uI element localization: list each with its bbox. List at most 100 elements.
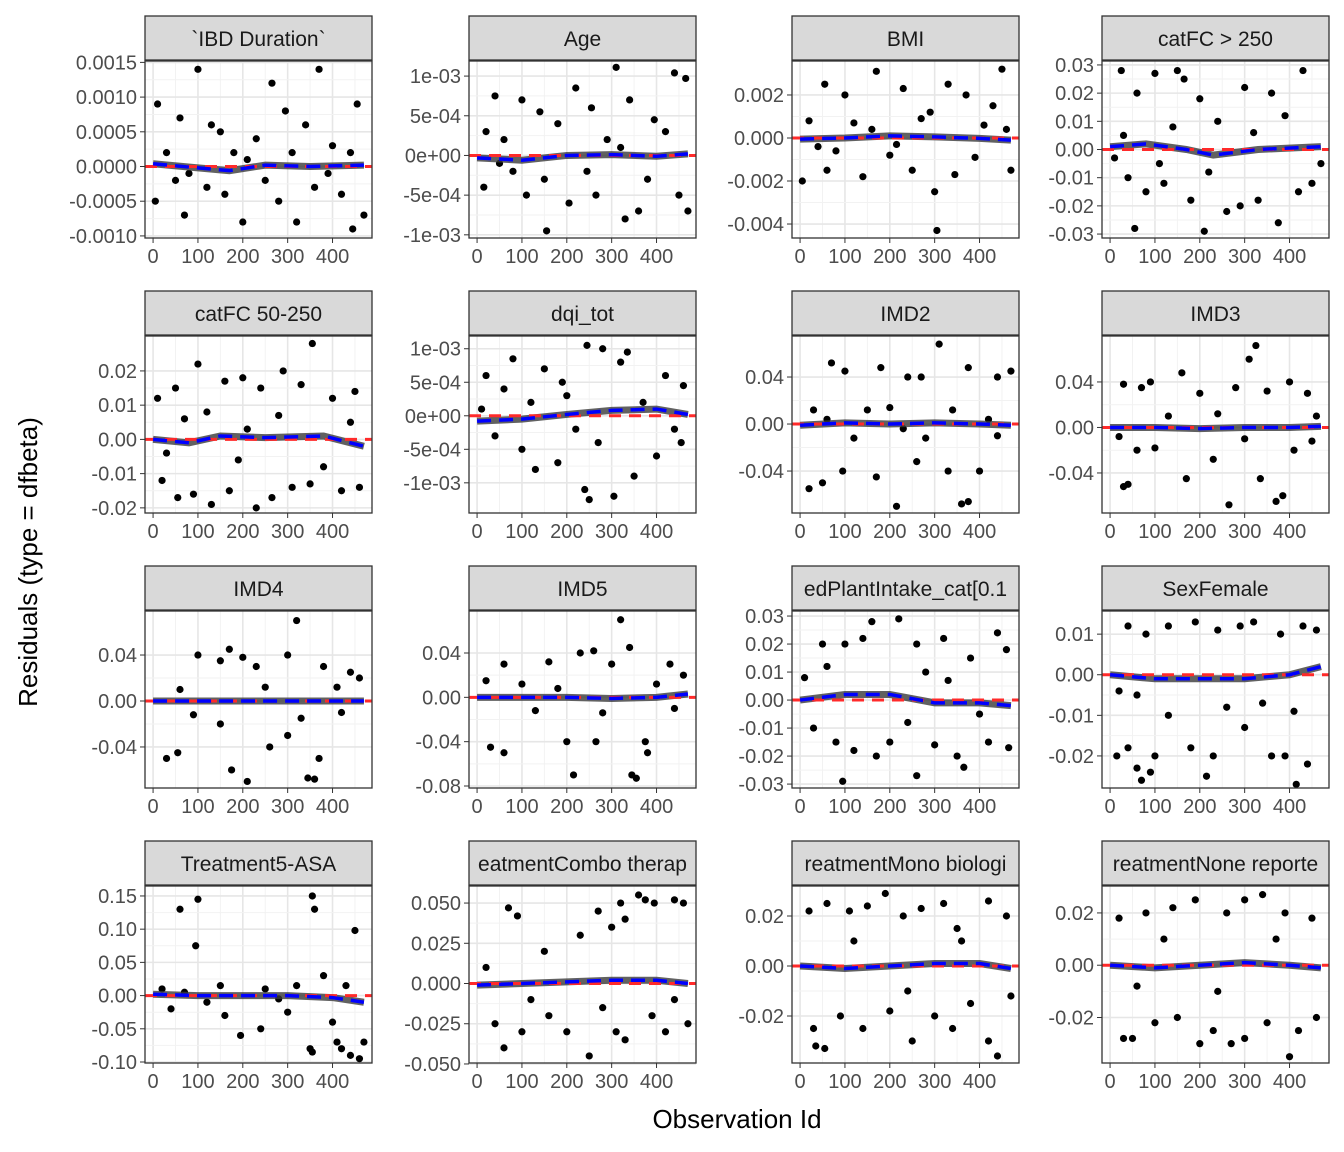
data-point bbox=[949, 406, 957, 414]
data-point bbox=[643, 175, 652, 183]
data-point bbox=[608, 923, 616, 931]
plot-area bbox=[145, 892, 372, 1063]
data-point bbox=[632, 774, 640, 782]
data-point bbox=[863, 406, 871, 414]
data-point bbox=[531, 465, 539, 474]
data-point bbox=[585, 495, 593, 504]
data-point bbox=[1007, 992, 1015, 1000]
data-point bbox=[1200, 227, 1208, 235]
data-point bbox=[308, 339, 316, 348]
data-point bbox=[1250, 618, 1258, 626]
x-tick-label: 400 bbox=[640, 1071, 673, 1093]
data-point bbox=[805, 117, 813, 125]
data-point bbox=[328, 142, 337, 150]
y-tick-label: -0.02 bbox=[1048, 746, 1094, 768]
data-point bbox=[841, 91, 849, 99]
data-point bbox=[904, 373, 912, 381]
data-point bbox=[333, 1038, 341, 1046]
data-point bbox=[1223, 703, 1231, 711]
plot-area bbox=[469, 616, 696, 782]
x-tick-label: 200 bbox=[1183, 796, 1216, 818]
data-point bbox=[221, 1011, 229, 1020]
facet-strip bbox=[791, 840, 1020, 886]
data-point bbox=[850, 746, 858, 755]
x-tick-label: 400 bbox=[963, 796, 996, 818]
data-point bbox=[679, 899, 688, 907]
data-point bbox=[266, 743, 274, 751]
smooth-line bbox=[1109, 142, 1322, 157]
x-tick-label: 100 bbox=[505, 246, 538, 268]
x-tick-label: 200 bbox=[550, 796, 583, 818]
data-point bbox=[1267, 89, 1276, 97]
data-point bbox=[931, 741, 939, 749]
data-point bbox=[230, 149, 238, 157]
panel-border bbox=[468, 885, 697, 1064]
x-tick-label: 200 bbox=[1183, 521, 1216, 543]
data-point bbox=[1281, 752, 1289, 760]
y-tick-label: 0.00 bbox=[422, 687, 461, 709]
data-point bbox=[1182, 475, 1190, 483]
data-point bbox=[319, 662, 328, 671]
data-point bbox=[1155, 159, 1164, 168]
y-tick-label: -1e-03 bbox=[403, 225, 461, 247]
data-point bbox=[617, 358, 625, 366]
data-point bbox=[288, 149, 296, 157]
data-point bbox=[641, 738, 649, 746]
panel-border bbox=[144, 335, 373, 514]
data-point bbox=[892, 140, 901, 149]
data-point bbox=[308, 1048, 316, 1056]
data-point bbox=[310, 183, 319, 191]
data-point bbox=[926, 108, 934, 116]
data-point bbox=[486, 743, 495, 751]
data-point bbox=[545, 1012, 553, 1020]
data-point bbox=[261, 176, 269, 184]
data-point bbox=[587, 104, 596, 112]
data-point bbox=[594, 907, 602, 915]
data-point bbox=[167, 1005, 175, 1013]
data-point bbox=[482, 963, 490, 972]
data-point bbox=[1214, 987, 1222, 995]
data-point bbox=[964, 364, 972, 372]
facet-strip bbox=[1101, 15, 1330, 61]
data-point bbox=[174, 749, 182, 757]
data-point bbox=[355, 1055, 364, 1063]
data-point bbox=[623, 348, 631, 356]
data-point bbox=[1169, 123, 1177, 131]
data-point bbox=[1276, 630, 1285, 638]
smooth-line bbox=[153, 992, 365, 1004]
data-point bbox=[675, 191, 683, 199]
x-tick-label: 200 bbox=[550, 246, 583, 268]
y-tick-label: 1e-03 bbox=[410, 66, 461, 88]
data-point bbox=[554, 684, 562, 693]
data-point bbox=[554, 120, 562, 128]
x-tick-label: 100 bbox=[1138, 521, 1171, 543]
data-point bbox=[207, 500, 215, 509]
data-point bbox=[863, 902, 871, 910]
data-point bbox=[1115, 432, 1123, 441]
data-point bbox=[630, 472, 638, 480]
data-point bbox=[518, 680, 526, 688]
x-tick-label: 400 bbox=[316, 796, 349, 818]
data-point bbox=[337, 487, 346, 495]
data-point bbox=[176, 114, 184, 122]
data-point bbox=[1142, 630, 1150, 638]
data-point bbox=[944, 676, 952, 685]
data-point bbox=[162, 149, 171, 157]
y-tick-label: 0.04 bbox=[1055, 372, 1094, 394]
x-tick-label: 200 bbox=[873, 521, 906, 543]
data-point bbox=[599, 709, 607, 717]
facet-strip bbox=[468, 15, 697, 61]
y-tick-label: 0.00 bbox=[1055, 417, 1094, 439]
x-tick-label: 0 bbox=[472, 1071, 483, 1093]
x-tick-label: 300 bbox=[918, 246, 951, 268]
panel-border bbox=[791, 885, 1020, 1064]
smooth-line bbox=[152, 434, 365, 448]
data-point bbox=[886, 403, 894, 412]
panel-border bbox=[144, 60, 373, 239]
data-point bbox=[827, 359, 836, 367]
panel-border bbox=[144, 610, 373, 789]
x-tick-label: 200 bbox=[550, 1071, 583, 1093]
panel-background bbox=[145, 336, 372, 513]
data-point bbox=[1241, 83, 1249, 92]
data-point bbox=[1002, 912, 1011, 920]
